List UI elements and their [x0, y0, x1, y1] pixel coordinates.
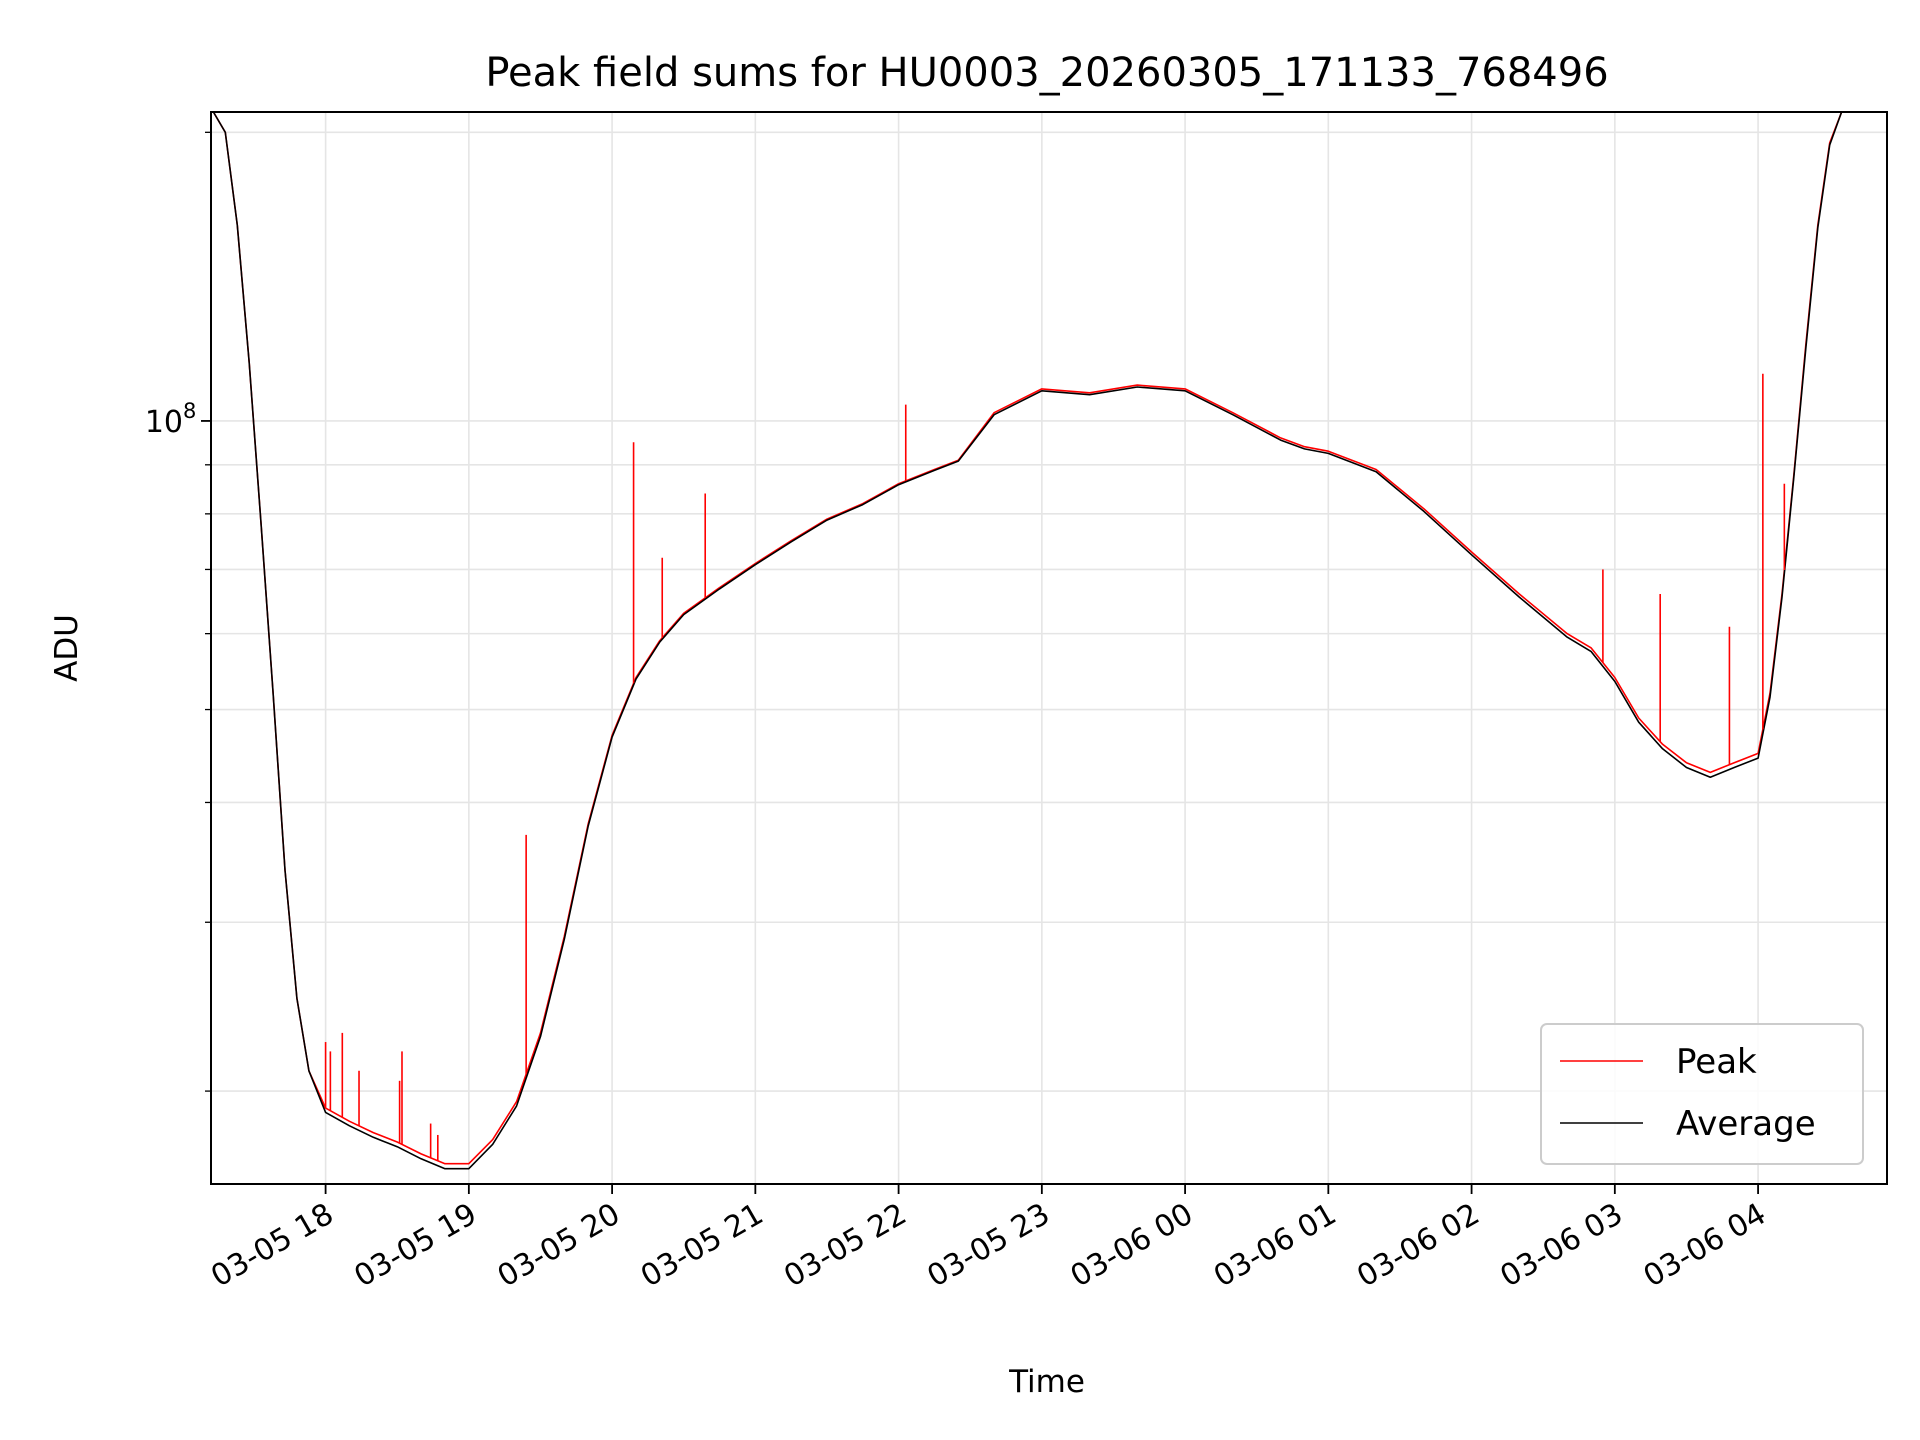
x-axis-title: Time [1008, 1364, 1085, 1400]
series-lines [212, 112, 1866, 1170]
plot-frame [210, 111, 1888, 1185]
x-tick-label: 03-06 02 [1351, 1197, 1485, 1295]
x-tick-label: 03-05 21 [635, 1197, 769, 1295]
grid [211, 112, 1887, 1184]
x-tick-label: 03-06 03 [1495, 1197, 1629, 1295]
legend-box [1540, 1023, 1864, 1165]
legend-peak-label: Peak [1676, 1042, 1757, 1082]
x-tick-label: 03-06 04 [1638, 1197, 1772, 1295]
y-tick-label: 10 [145, 405, 183, 440]
legend-average-label: Average [1676, 1104, 1816, 1144]
x-tick-label: 03-06 01 [1208, 1197, 1342, 1295]
series-average-line [212, 112, 1866, 1170]
x-tick-label: 03-06 00 [1065, 1197, 1199, 1295]
x-tick-label: 03-05 22 [778, 1197, 912, 1295]
series-peak-line [212, 112, 1866, 1165]
y-axis-title: ADU [49, 614, 85, 682]
x-tick-label: 03-05 18 [205, 1197, 339, 1295]
x-tick-label: 03-05 20 [492, 1197, 626, 1295]
legend: Peak Average [1540, 1023, 1864, 1165]
y-tick-exponent: 8 [183, 399, 196, 423]
chart-title: Peak field sums for HU0003_20260305_1711… [485, 50, 1608, 96]
x-tick-label: 03-05 23 [922, 1197, 1056, 1295]
x-tick-label: 03-05 19 [349, 1197, 483, 1295]
y-axis: 10 8 [145, 131, 211, 1092]
x-axis: 03-05 18 03-05 19 03-05 20 03-05 21 03-05 22… [205, 1184, 1772, 1294]
